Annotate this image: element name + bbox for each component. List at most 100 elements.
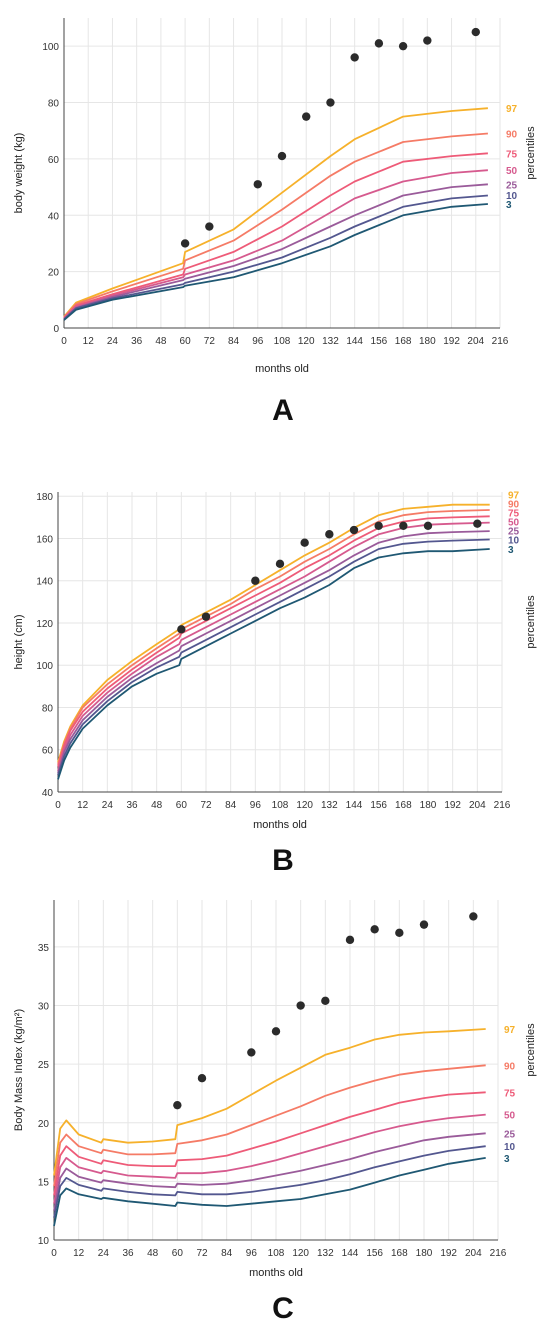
x-axis-label: months old <box>249 1267 303 1279</box>
patient-data-point <box>201 612 211 621</box>
x-tick-label: 24 <box>98 1248 110 1259</box>
y-tick-label: 40 <box>42 788 54 799</box>
y-tick-label: 30 <box>38 1002 50 1013</box>
patient-data-point <box>253 180 262 189</box>
patient-data-point <box>197 1074 207 1083</box>
percentile-label-25: 25 <box>508 527 520 538</box>
percentile-label-90: 90 <box>506 130 518 141</box>
patient-data-point <box>173 1100 182 1110</box>
x-tick-label: 108 <box>274 336 291 347</box>
x-tick-label: 180 <box>419 336 436 347</box>
x-tick-label: 144 <box>342 1248 359 1259</box>
percentile-label-25: 25 <box>504 1129 516 1140</box>
percentile-label-75: 75 <box>504 1088 516 1099</box>
x-tick-label: 120 <box>292 1248 309 1259</box>
x-tick-label: 12 <box>77 800 89 811</box>
x-tick-label: 72 <box>204 336 216 347</box>
percentile-label-10: 10 <box>506 191 518 202</box>
percentile-curve-50 <box>57 521 490 772</box>
y-tick-label: 20 <box>38 1119 50 1130</box>
percentile-curve-25 <box>63 183 488 320</box>
patient-data-point <box>398 41 408 51</box>
patient-data-point <box>399 521 408 531</box>
x-tick-label: 48 <box>147 1248 159 1259</box>
x-tick-label: 156 <box>366 1248 383 1259</box>
patient-data-point <box>247 1048 256 1057</box>
patient-data-point <box>423 36 432 45</box>
patient-data-point <box>469 912 478 921</box>
y-tick-label: 15 <box>38 1177 50 1188</box>
patient-data-point <box>326 98 335 107</box>
x-tick-label: 36 <box>122 1248 134 1259</box>
patient-data-point <box>345 935 355 945</box>
y-tick-label: 180 <box>36 492 53 503</box>
x-tick-label: 84 <box>225 800 237 811</box>
patient-data-point <box>275 559 285 569</box>
y-tick-label: 120 <box>36 619 53 630</box>
patient-data-point <box>302 112 311 121</box>
percentile-curve-50 <box>63 169 488 320</box>
percentile-curve-10 <box>57 538 490 776</box>
x-tick-label: 204 <box>465 1248 482 1259</box>
y-tick-label: 60 <box>48 155 60 166</box>
percentile-label-50: 50 <box>508 518 520 529</box>
x-tick-label: 96 <box>250 800 262 811</box>
percentile-label-3: 3 <box>506 200 512 211</box>
patient-data-point <box>325 530 334 539</box>
percentile-curve-50 <box>53 1113 486 1204</box>
y-tick-label: 0 <box>53 324 59 335</box>
panel-letter: B <box>272 844 294 877</box>
x-tick-label: 156 <box>371 336 388 347</box>
x-tick-label: 108 <box>268 1248 285 1259</box>
chart-panel-c: 0 12 24 36 48 60 72 84 96 108 120 132 144 156 168 180 19… <box>13 900 537 1325</box>
patient-data-point <box>370 925 379 934</box>
x-tick-label: 120 <box>298 336 315 347</box>
x-tick-label: 36 <box>131 336 143 347</box>
x-tick-label: 60 <box>176 800 188 811</box>
y-tick-label: 25 <box>38 1060 50 1071</box>
percentile-label-75: 75 <box>508 509 520 520</box>
y-axis-label: height (cm) <box>13 614 25 669</box>
x-tick-label: 132 <box>317 1248 334 1259</box>
x-tick-label: 180 <box>416 1248 433 1259</box>
patient-data-point <box>350 53 359 62</box>
y-tick-label: 60 <box>42 746 54 757</box>
x-tick-label: 72 <box>200 800 212 811</box>
x-tick-label: 192 <box>444 800 461 811</box>
x-tick-label: 48 <box>155 336 167 347</box>
percentile-curve-75 <box>63 152 488 319</box>
percentile-label-50: 50 <box>504 1111 516 1122</box>
x-tick-label: 216 <box>492 336 509 347</box>
percentile-label-3: 3 <box>504 1154 510 1165</box>
x-tick-label: 84 <box>221 1248 233 1259</box>
patient-data-point <box>321 996 330 1006</box>
percentile-curve-25 <box>57 530 490 774</box>
percentile-curve-90 <box>53 1064 486 1187</box>
patient-data-point <box>180 239 190 248</box>
y-tick-label: 40 <box>48 211 60 222</box>
x-tick-label: 168 <box>395 336 412 347</box>
percentile-curve-75 <box>53 1091 486 1196</box>
y-tick-label: 10 <box>38 1236 50 1247</box>
panel-letter: C <box>272 1292 294 1325</box>
percentile-curve-3 <box>57 548 490 780</box>
percentile-curve-10 <box>53 1145 486 1218</box>
percentiles-legend-title: percentiles <box>525 595 537 649</box>
percentile-curve-3 <box>53 1157 486 1227</box>
gridlines <box>57 492 503 793</box>
x-tick-label: 120 <box>296 800 313 811</box>
patient-data-point <box>277 151 287 161</box>
percentiles-legend-title: percentiles <box>525 126 537 180</box>
x-tick-label: 132 <box>322 336 339 347</box>
x-tick-label: 192 <box>443 336 460 347</box>
patient-data-point <box>374 39 384 48</box>
x-tick-label: 24 <box>102 800 114 811</box>
percentile-label-97: 97 <box>504 1025 516 1036</box>
y-tick-label: 80 <box>48 99 60 110</box>
percentiles-legend-title: percentiles <box>525 1023 537 1077</box>
percentile-curve-25 <box>53 1132 486 1211</box>
x-axis-label: months old <box>255 363 309 375</box>
percentile-label-90: 90 <box>504 1061 516 1072</box>
percentile-label-3: 3 <box>508 545 514 556</box>
